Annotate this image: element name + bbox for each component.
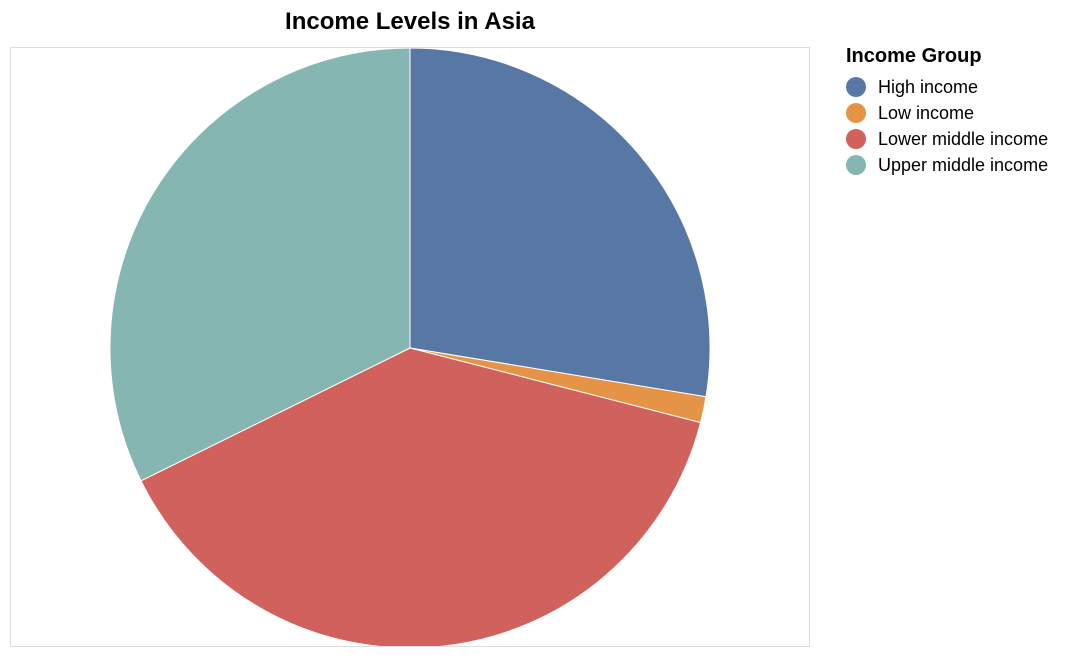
legend-item-lower-middle-income: Lower middle income xyxy=(846,126,1082,152)
legend-title: Income Group xyxy=(846,45,982,67)
legend-swatch xyxy=(846,129,866,149)
pie-slices xyxy=(109,48,711,646)
pie-slice-lower-middle-income xyxy=(140,347,702,646)
pie-slice-high-income xyxy=(409,48,711,398)
legend-item-upper-middle-income: Upper middle income xyxy=(846,152,1082,178)
pie-chart xyxy=(109,48,711,646)
chart-title: Income Levels in Asia xyxy=(285,8,535,35)
legend-label: High income xyxy=(878,76,979,97)
legend-items: High income Low income Lower middle income… xyxy=(846,74,1082,178)
legend-swatch xyxy=(846,155,866,175)
legend-item-high-income: High income xyxy=(846,74,1082,100)
plot-area xyxy=(10,47,810,647)
legend-item-low-income: Low income xyxy=(846,100,1082,126)
legend: Income Group High income Low income Lower … xyxy=(846,45,1082,178)
legend-label: Low income xyxy=(878,102,975,123)
pie-slice-upper-middle-income xyxy=(109,48,411,482)
legend-label: Lower middle income xyxy=(878,128,1049,149)
legend-swatch xyxy=(846,103,866,123)
legend-label: Upper middle income xyxy=(878,154,1049,175)
legend-swatch xyxy=(846,77,866,97)
